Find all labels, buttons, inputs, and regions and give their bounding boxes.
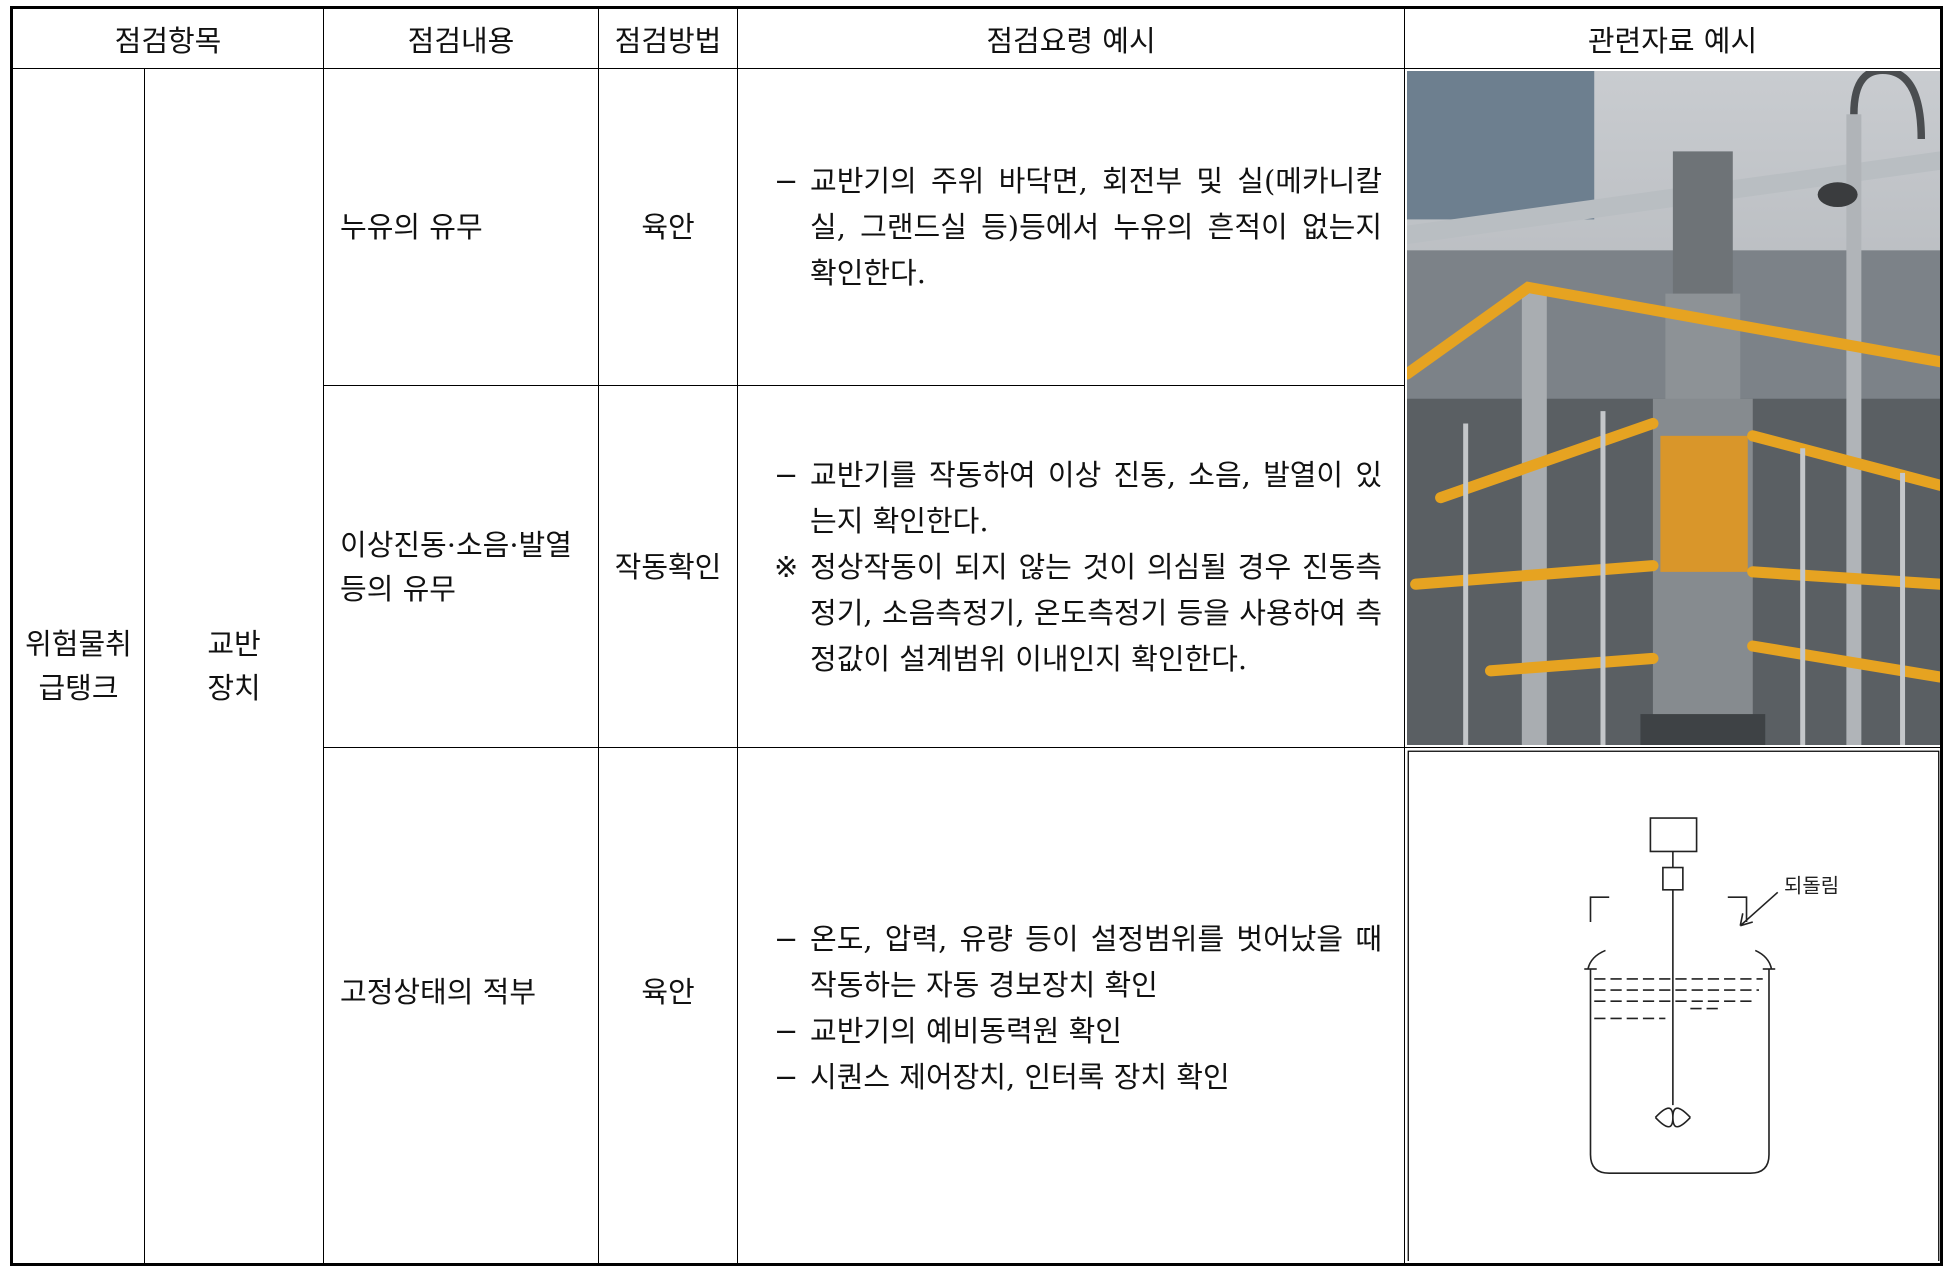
diagram-cell: 되돌림: [1404, 747, 1943, 1265]
row: 이상진동·소음·발열 등의 유무 작동확인 − 교반기를 작동하여 이상 진동, …: [12, 385, 1942, 748]
bullet: −: [774, 922, 799, 956]
row: 고정상태의 적부 육안 − 온도, 압력, 유량 등이 설정범위를 벗어났을 때 …: [12, 747, 1943, 1265]
method: 육안: [598, 67, 739, 387]
guide-item: − 시퀀스 제어장치, 인터록 장치 확인: [774, 1054, 1382, 1100]
header-cell: 점검방법: [598, 7, 739, 69]
line: 장치: [207, 671, 261, 705]
diagram-label: 되돌림: [1784, 874, 1839, 897]
guide-item: − 교반기의 예비동력원 확인: [774, 1008, 1382, 1054]
guide-item: − 교반기의 주위 바닥면, 회전부 및 실(메카니칼실, 그랜드실 등)등에서 …: [774, 158, 1382, 296]
bullet: −: [774, 164, 799, 199]
guide-text: 교반기의 예비동력원 확인: [810, 1014, 1122, 1048]
guide-text: 교반기의 주위 바닥면, 회전부 및 실(메카니칼실, 그랜드실 등)등에서 누…: [810, 164, 1383, 291]
guide-text: 정상작동이 되지 않는 것이 의심될 경우 진동측정기, 소음측정기, 온도측정…: [810, 549, 1383, 676]
content: 누유의 유무: [323, 67, 600, 387]
line: 급탱크: [38, 671, 119, 705]
photo-cell: [1404, 68, 1943, 748]
guide-item: ※ 정상작동이 되지 않는 것이 의심될 경우 진동측정기, 소음측정기, 온도측…: [774, 544, 1382, 682]
row: 위험물취 급탱크 교반 장치 누유의 유무 육안 − 교반기의 주위 바닥면, 회전부…: [11, 67, 1943, 1265]
header-cell: 점검내용: [323, 7, 600, 69]
line: 교반: [207, 627, 261, 661]
header-cell: 관련자료 예시: [1404, 7, 1943, 69]
header-cell: 점검항목: [10, 7, 325, 69]
header-row: 점검항목 점검내용 점검방법 점검요령 예시 관련자료 예시: [10, 7, 1943, 69]
bullet: −: [774, 457, 799, 492]
content: 이상진동·소음·발열 등의 유무: [323, 385, 600, 748]
line: 위험물취: [25, 627, 132, 661]
bullet: −: [774, 1060, 799, 1094]
guide: − 교반기를 작동하여 이상 진동, 소음, 발열이 있는지 확인한다. ※ 정상작동…: [737, 385, 1406, 748]
guide-text: 교반기를 작동하여 이상 진동, 소음, 발열이 있는지 확인한다.: [810, 457, 1383, 538]
guide: − 온도, 압력, 유량 등이 설정범위를 벗어났을 때 작동하는 자동 경보장치…: [737, 747, 1406, 1265]
guide: − 교반기의 주위 바닥면, 회전부 및 실(메카니칼실, 그랜드실 등)등에서 …: [737, 67, 1406, 387]
header-cell: 점검요령 예시: [737, 7, 1406, 69]
guide-item: − 온도, 압력, 유량 등이 설정범위를 벗어났을 때 작동하는 자동 경보장치…: [774, 916, 1382, 1008]
guide-text: 온도, 압력, 유량 등이 설정범위를 벗어났을 때 작동하는 자동 경보장치 …: [810, 922, 1383, 1002]
guide-text: 시퀀스 제어장치, 인터록 장치 확인: [810, 1060, 1230, 1094]
method: 작동확인: [598, 385, 739, 748]
method: 육안: [598, 747, 739, 1265]
bullet: −: [774, 1014, 799, 1048]
content: 고정상태의 적부: [323, 747, 600, 1265]
diagram: 되돌림: [1407, 750, 1940, 1261]
guide-item: − 교반기를 작동하여 이상 진동, 소음, 발열이 있는지 확인한다.: [774, 452, 1382, 544]
photo: [1407, 71, 1941, 745]
bullet: ※: [774, 549, 799, 584]
